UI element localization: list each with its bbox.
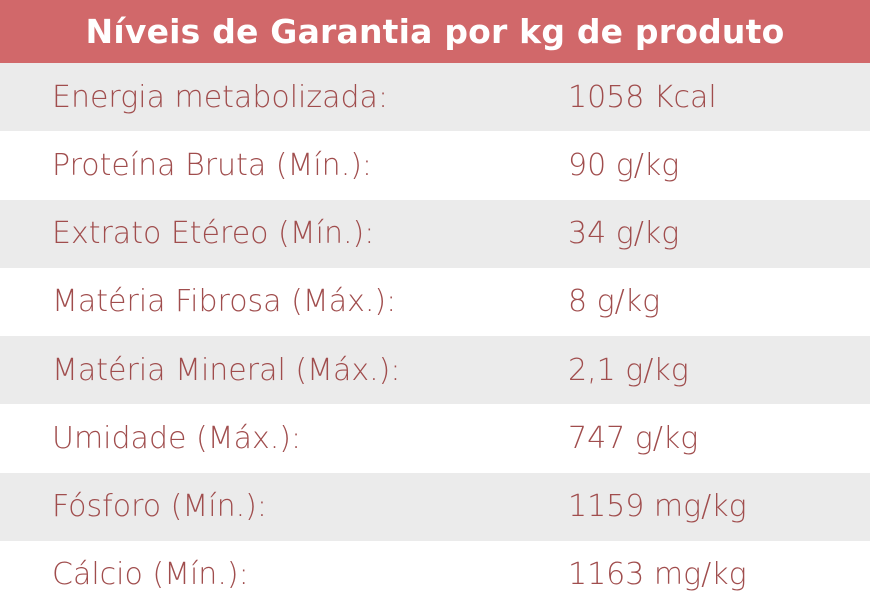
row-label: Umidade (Máx.): — [52, 420, 302, 456]
row-label: Matéria Mineral (Máx.): — [52, 352, 401, 388]
table-row: Matéria Mineral (Máx.): 2,1 g/kg — [0, 336, 870, 405]
table-row: Umidade (Máx.): 747 g/kg — [0, 404, 870, 473]
table-row: Energia metabolizada: 1058 Kcal — [0, 63, 870, 132]
row-value: 1159 mg/kg — [568, 489, 747, 525]
row-label: Energia metabolizada: — [52, 79, 389, 115]
row-value: 1163 mg/kg — [568, 557, 747, 593]
row-value: 2,1 g/kg — [568, 352, 689, 388]
row-value: 90 g/kg — [568, 147, 680, 183]
row-label: Proteína Bruta (Mín.): — [52, 147, 373, 183]
row-label: Matéria Fibrosa (Máx.): — [52, 284, 397, 320]
table-row: Cálcio (Mín.): 1163 mg/kg — [0, 540, 870, 609]
table-title: Níveis de Garantia por kg de produto — [0, 0, 870, 63]
row-value: 747 g/kg — [568, 420, 699, 456]
row-value: 1058 Kcal — [568, 79, 717, 115]
row-label: Extrato Etéreo (Mín.): — [52, 216, 375, 252]
table-row: Extrato Etéreo (Mín.): 34 g/kg — [0, 199, 870, 268]
table-body: Energia metabolizada: 1058 Kcal Proteína… — [0, 63, 870, 609]
row-value: 34 g/kg — [568, 216, 680, 252]
table-row: Fósforo (Mín.): 1159 mg/kg — [0, 472, 870, 541]
table-row: Proteína Bruta (Mín.): 90 g/kg — [0, 131, 870, 200]
row-value: 8 g/kg — [568, 284, 661, 320]
row-label: Fósforo (Mín.): — [52, 489, 267, 525]
row-label: Cálcio (Mín.): — [52, 557, 249, 593]
table-row: Matéria Fibrosa (Máx.): 8 g/kg — [0, 267, 870, 336]
